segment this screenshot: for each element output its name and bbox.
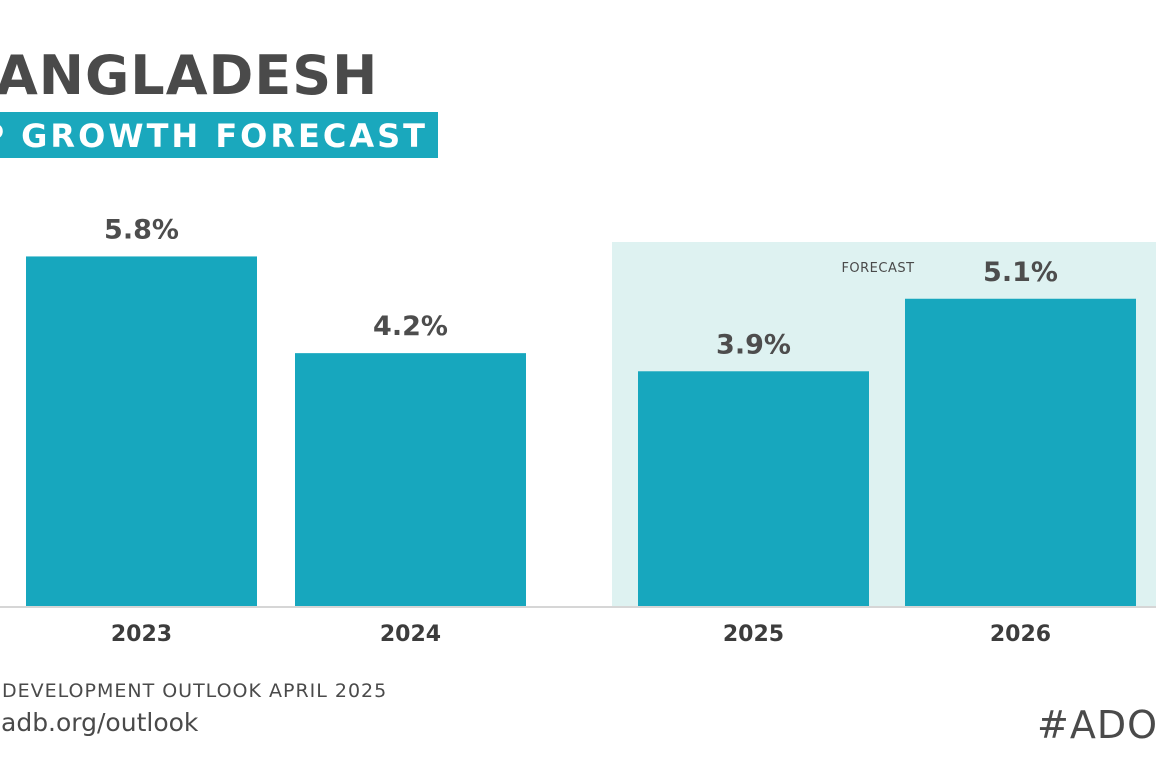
bar-2026	[905, 298, 1136, 607]
hashtag: #ADO2	[1037, 703, 1156, 747]
forecast-label: FORECAST	[841, 261, 914, 276]
chart-subtitle: P GROWTH FORECAST	[0, 117, 428, 155]
bar-2023	[26, 256, 257, 607]
x-tick-labels-group: 2023 2024 2025 2026	[111, 622, 1051, 647]
x-tick-label-2026: 2026	[990, 622, 1051, 647]
subtitle-banner: P GROWTH FORECAST	[0, 112, 438, 158]
value-label-2026: 5.1%	[983, 257, 1058, 288]
source-note: DEVELOPMENT OUTLOOK APRIL 2025	[2, 680, 388, 702]
bar-2025	[638, 371, 869, 607]
value-label-2025: 3.9%	[716, 329, 791, 360]
value-label-2023: 5.8%	[104, 214, 179, 245]
chart-title: ANGLADESH	[0, 44, 379, 107]
source-url[interactable]: adb.org/outlook	[1, 708, 199, 737]
x-tick-label-2025: 2025	[723, 622, 784, 647]
x-tick-label-2024: 2024	[380, 622, 441, 647]
value-label-2024: 4.2%	[373, 311, 448, 342]
bars-group	[26, 256, 1136, 607]
value-labels-group: 5.8% 4.2% 3.9% 5.1%	[104, 214, 1058, 360]
bar-2024	[295, 353, 526, 607]
x-tick-label-2023: 2023	[111, 622, 172, 647]
